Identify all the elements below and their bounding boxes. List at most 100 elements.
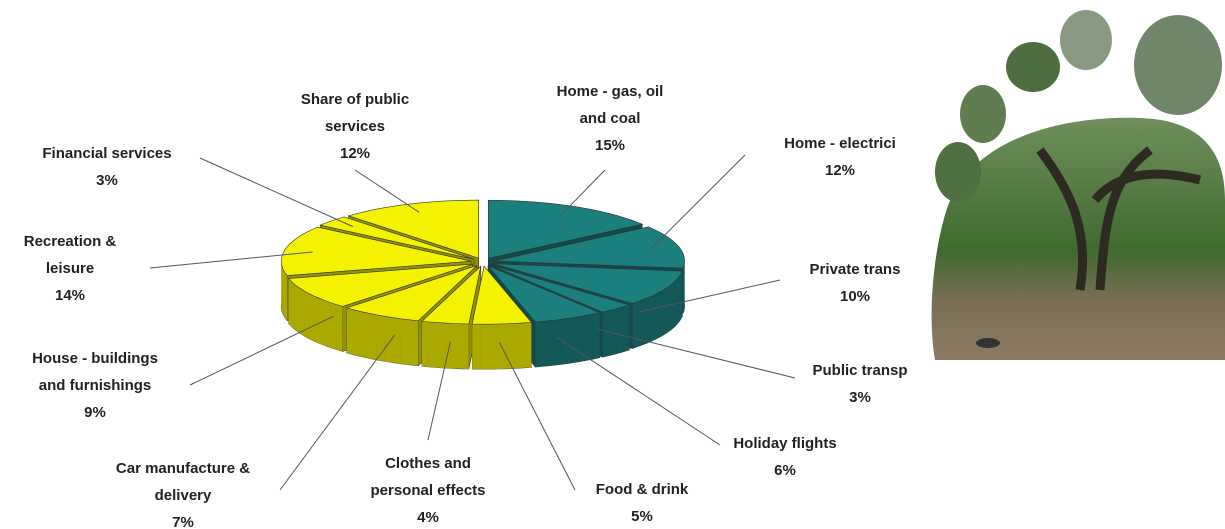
slice-side [291, 281, 294, 329]
leader-line [597, 328, 796, 379]
slice-side [523, 322, 532, 368]
category-label: Food & drink [595, 481, 689, 498]
slice-side [480, 324, 490, 370]
category-label: Clothes and personal effects [370, 455, 486, 499]
slice-side [609, 308, 617, 356]
slice-label: Holiday flights 6% [733, 430, 836, 484]
leader-line [189, 315, 334, 386]
value-label: 14% [54, 287, 86, 304]
slice-side [584, 314, 593, 361]
slice-label: Food & drink 5% [596, 476, 689, 529]
slice-side [667, 284, 672, 333]
leader-line [354, 169, 420, 213]
slice-side [309, 293, 314, 341]
slice-side [304, 291, 310, 339]
slice-top [488, 200, 644, 259]
slice-side [293, 283, 298, 332]
slice-side [282, 267, 284, 316]
slice-side [283, 270, 286, 318]
category-label: Public transp [812, 362, 908, 379]
leader-line [556, 336, 721, 446]
value-label: 9% [84, 404, 106, 421]
slice-side [376, 314, 385, 362]
category-label: Home - electrici [784, 135, 896, 152]
slice-side [392, 317, 401, 364]
slice-label: Private trans 10% [810, 256, 901, 310]
slice-top [471, 265, 533, 325]
slice-top [421, 265, 482, 325]
value-label: 15% [594, 137, 626, 154]
slice-side [569, 317, 577, 364]
leader-line [279, 334, 396, 491]
slice-side [577, 315, 585, 363]
slice-side [671, 282, 675, 330]
value-label: 10% [839, 288, 871, 305]
leader-line [149, 251, 313, 269]
slice-top [493, 263, 683, 304]
category-label: Car manufacture & delivery [115, 460, 251, 504]
slice-side [644, 297, 650, 345]
slice [471, 265, 533, 370]
category-label: Financial services [42, 145, 172, 162]
slice-side [506, 323, 515, 369]
slice-top [487, 265, 601, 323]
slice-side [297, 286, 301, 334]
value-label: 4% [417, 509, 439, 526]
slice-label: Home - electrici 12% [784, 130, 896, 184]
slice-side [300, 288, 305, 337]
slice-top [319, 216, 475, 260]
slice-top [490, 264, 631, 313]
slice-side [336, 304, 343, 352]
footprint-image [931, 10, 1225, 360]
slice-side [472, 324, 481, 370]
value-label: 3% [96, 172, 118, 189]
slice-side [422, 321, 430, 367]
slice-side [676, 276, 680, 325]
slice-side [659, 289, 664, 338]
slice-side [514, 322, 524, 369]
slice-side [684, 262, 685, 311]
slice-side [616, 306, 624, 354]
slice-side [324, 300, 331, 348]
slice-side [489, 324, 498, 370]
slice-side [400, 318, 410, 365]
slice-side [285, 272, 288, 321]
slice-top [345, 265, 478, 322]
slice-side [632, 301, 639, 349]
slice [421, 265, 482, 370]
slice-top [347, 199, 479, 259]
slice-label: Clothes and personal effects 4% [370, 450, 485, 529]
category-label: Holiday flights [733, 435, 837, 452]
leader-line [561, 169, 606, 215]
slice-side [429, 322, 438, 368]
value-label: 5% [631, 508, 653, 525]
slice-top [287, 263, 473, 307]
slice-side [663, 287, 668, 335]
slice-side [535, 321, 544, 367]
slice-side [623, 304, 630, 352]
slice-side [313, 296, 319, 344]
leader-line [427, 341, 451, 441]
slice-label: Home - gas, oil and coal 15% [557, 78, 664, 159]
category-label: Recreation & leisure [23, 233, 117, 277]
leader-line [199, 157, 354, 228]
slice-label: Public transp 3% [812, 357, 907, 411]
slice-label: Car manufacture & delivery 7% [116, 455, 250, 529]
slice-side [437, 322, 446, 369]
category-label: Share of public services [300, 91, 410, 135]
slice-label: Recreation & leisure 14% [24, 228, 117, 309]
slice-side [453, 323, 461, 369]
slice-side [679, 273, 681, 322]
slice-side [460, 323, 469, 369]
slice-side [681, 271, 683, 319]
slice-side [361, 311, 369, 359]
slice-side [384, 316, 393, 363]
slice-side [683, 265, 684, 314]
slice-top [494, 226, 685, 269]
slice-side [409, 319, 419, 366]
value-label: 3% [849, 389, 871, 406]
slice-side [649, 294, 655, 342]
value-label: 12% [339, 145, 371, 162]
